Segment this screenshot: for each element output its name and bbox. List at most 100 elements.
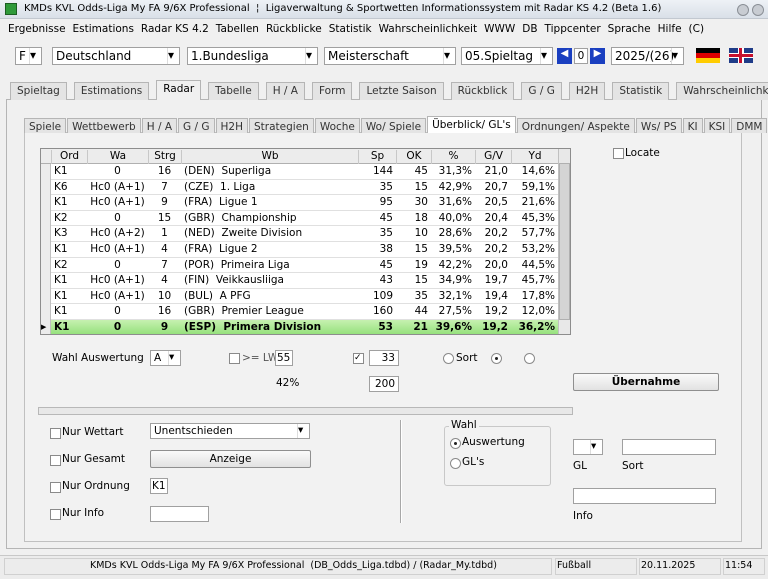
dropdown-arrow[interactable]: ▾ <box>590 440 602 454</box>
league-combo[interactable]: 1.Bundesliga ▾ <box>187 47 318 65</box>
flag-germany[interactable] <box>696 48 720 63</box>
menu-item[interactable]: WWW <box>484 22 516 35</box>
tab[interactable]: G / G <box>178 118 215 133</box>
table-row[interactable]: K1 Hc0 (A+1) 4 (FIN) Veikkausliiga 43 15 34,9%… <box>41 273 558 289</box>
tab[interactable]: Estimations <box>73 82 150 100</box>
tab[interactable]: KSI <box>703 118 731 133</box>
menu-item[interactable]: (C) <box>688 22 705 35</box>
table-row[interactable]: K1 Hc0 (A+1) 4 (FRA) Ligue 2 38 15 39,5% 20,2 53… <box>41 242 558 258</box>
tab[interactable]: G / G <box>521 82 562 100</box>
tab[interactable]: Wettbewerb <box>67 118 141 133</box>
tab[interactable]: Strategien <box>249 118 314 133</box>
scroll-thumb[interactable] <box>559 163 570 320</box>
tab[interactable]: Überblick/ GL's <box>427 116 516 133</box>
anzeige-button[interactable]: Anzeige <box>150 450 311 468</box>
checkbox[interactable] <box>50 509 61 520</box>
tab[interactable]: Spiele <box>24 118 67 133</box>
country-combo[interactable]: Deutschland ▾ <box>52 47 180 65</box>
flag-uk[interactable] <box>729 48 753 63</box>
tab[interactable]: Letzte Saison <box>359 82 444 100</box>
radio-button[interactable] <box>450 458 461 469</box>
menu-item[interactable]: Sprache <box>607 22 651 35</box>
table-row[interactable]: K1 0 16 (GBR) Premier League 160 44 27,5% 19,2 1… <box>41 304 558 320</box>
next-button[interactable]: ▶ <box>590 48 605 64</box>
wettart-combo[interactable]: Unentschieden ▾ <box>150 423 310 439</box>
info-field-left[interactable] <box>150 506 209 522</box>
menu-item[interactable]: Wahrscheinlichkeit <box>378 22 478 35</box>
tab[interactable]: Radar <box>156 80 202 100</box>
uebernahme-button[interactable]: Übernahme <box>573 373 719 391</box>
dropdown-arrow[interactable]: ▾ <box>443 48 455 64</box>
checkbox[interactable] <box>50 455 61 466</box>
column-header[interactable]: % <box>431 150 475 164</box>
radio-button[interactable] <box>524 353 535 364</box>
tab[interactable]: H / A <box>265 82 305 100</box>
value-33-field[interactable]: 33 <box>369 350 399 366</box>
tab[interactable]: Ws/ PS <box>635 118 682 133</box>
tab[interactable]: H2H <box>568 82 606 100</box>
prev-button[interactable]: ◀ <box>557 48 572 64</box>
dropdown-arrow[interactable]: ▾ <box>29 48 41 64</box>
menu-item[interactable]: Estimations <box>72 22 134 35</box>
season-combo[interactable]: 2025/(26) ▾ <box>611 47 684 65</box>
table-row[interactable]: K6 Hc0 (A+1) 7 (CZE) 1. Liga 35 15 42,9% 20,7 59… <box>41 179 558 196</box>
radio-button[interactable] <box>443 353 454 364</box>
tab[interactable]: Woche <box>314 118 360 133</box>
menu-item[interactable]: DB <box>522 22 538 35</box>
checkbox[interactable] <box>229 353 240 364</box>
dropdown-arrow[interactable]: ▾ <box>167 48 179 64</box>
filter-combo[interactable]: F ▾ <box>15 47 42 65</box>
lw-field[interactable]: 55 <box>275 350 293 366</box>
table-row[interactable]: K2 0 7 (POR) Primeira Liga 45 19 42,2% 20,0 44,5… <box>41 257 558 274</box>
tab[interactable]: KI <box>682 118 703 133</box>
sort-field[interactable] <box>622 439 716 455</box>
menu-item[interactable]: Statistik <box>328 22 372 35</box>
menu-item[interactable]: Tippcenter <box>544 22 601 35</box>
tab[interactable]: DMM <box>731 118 768 133</box>
column-header[interactable]: Yd <box>511 150 558 164</box>
mode-combo[interactable]: Meisterschaft ▾ <box>324 47 456 65</box>
dropdown-arrow[interactable]: ▾ <box>297 424 309 438</box>
menu-item[interactable]: Ergebnisse <box>8 22 66 35</box>
tab[interactable]: Wahrscheinlichkeit <box>676 82 768 100</box>
tab[interactable]: Rückblick <box>450 82 515 100</box>
table-row[interactable]: ▶ K1 0 9 (ESP) Primera Division 53 21 39,6% 19,2… <box>41 320 558 334</box>
dropdown-arrow[interactable]: ▾ <box>168 351 180 365</box>
tab[interactable]: Statistik <box>612 82 670 100</box>
dropdown-arrow[interactable]: ▾ <box>540 48 552 64</box>
menu-item[interactable]: Radar KS 4.2 <box>140 22 209 35</box>
table-row[interactable]: K1 Hc0 (A+1) 9 (FRA) Ligue 1 95 30 31,6% 20,5 21… <box>41 195 558 211</box>
tab[interactable]: Ordnungen/ Aspekte <box>516 118 635 133</box>
tab[interactable]: H / A <box>141 118 178 133</box>
step-field[interactable]: 0 <box>574 48 588 64</box>
column-header[interactable]: Strg <box>148 150 181 164</box>
table-row[interactable]: K1 0 16 (DEN) Superliga 144 45 31,3% 21,0 14,6% <box>41 164 558 180</box>
table-row[interactable]: K1 Hc0 (A+1) 10 (BUL) A PFG 109 35 32,1% 19,4 17… <box>41 288 558 305</box>
minimize-button[interactable] <box>737 4 749 16</box>
column-header[interactable]: Wb <box>181 150 358 164</box>
close-button[interactable] <box>752 4 764 16</box>
column-header[interactable]: Ord <box>51 150 87 164</box>
radio-button[interactable] <box>491 353 502 364</box>
tab[interactable]: Spieltag <box>10 82 67 100</box>
tab[interactable]: Form <box>311 82 353 100</box>
info-field[interactable] <box>573 488 716 504</box>
checkbox[interactable]: ✓ <box>353 353 364 364</box>
gl-combo[interactable]: ▾ <box>573 439 603 455</box>
checkbox[interactable] <box>50 482 61 493</box>
checkbox[interactable] <box>50 428 61 439</box>
value-200-field[interactable]: 200 <box>369 376 399 392</box>
column-header[interactable]: G/V <box>475 150 511 164</box>
table-row[interactable]: K3 Hc0 (A+2) 1 (NED) Zweite Division 35 10 28,… <box>41 226 558 242</box>
dropdown-arrow[interactable]: ▾ <box>305 48 317 64</box>
tab[interactable]: Tabelle <box>208 82 259 100</box>
column-header[interactable]: Sp <box>358 150 396 164</box>
wahl-combo[interactable]: A ▾ <box>150 350 181 366</box>
menu-item[interactable]: Rückblicke <box>265 22 322 35</box>
round-combo[interactable]: 05.Spieltag ▾ <box>461 47 553 65</box>
tab[interactable]: Wo/ Spiele <box>360 118 427 133</box>
checkbox[interactable] <box>613 148 624 159</box>
radio-button[interactable] <box>450 438 461 449</box>
table-row[interactable]: K2 0 15 (GBR) Championship 45 18 40,0% 20,4 45,3… <box>41 210 558 227</box>
ordnung-field[interactable]: K1 <box>150 478 168 494</box>
